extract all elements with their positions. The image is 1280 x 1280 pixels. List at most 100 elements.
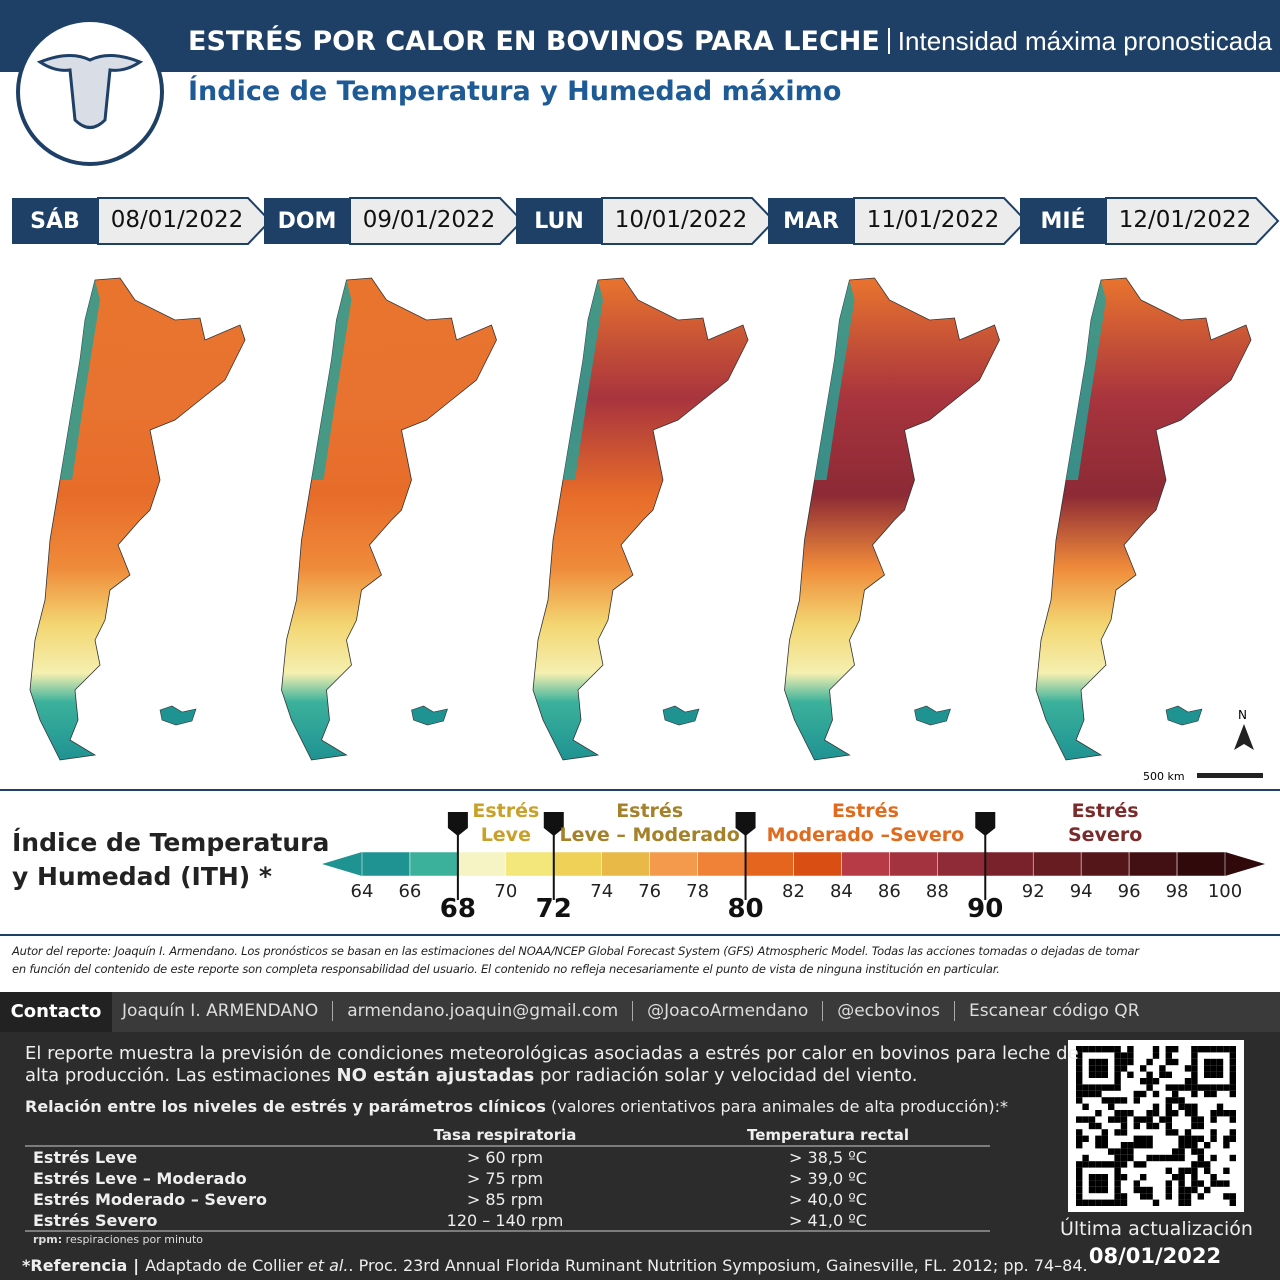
day-label: LUN: [534, 209, 584, 234]
date-label: 08/01/2022: [110, 207, 244, 233]
contact-item: @ecbovinos: [822, 1001, 940, 1021]
scale-bin: [841, 851, 890, 877]
qr-module: [1146, 1078, 1153, 1085]
qr-module: [1095, 1058, 1102, 1066]
qr-module: [1120, 1154, 1128, 1162]
reference-text: et al.: [307, 1256, 349, 1275]
qr-module: [1101, 1046, 1108, 1053]
scale-tick-label: 96: [1117, 881, 1141, 902]
qr-module: [1120, 1122, 1128, 1130]
qr-module: [1127, 1110, 1134, 1117]
qr-module: [1178, 1103, 1185, 1110]
qr-module: [1165, 1046, 1172, 1053]
qr-module: [1178, 1154, 1185, 1162]
scale-tick-label: 92: [1021, 881, 1045, 902]
qr-module: [1204, 1167, 1211, 1174]
qr-module: [1191, 1078, 1198, 1085]
qr-module: [1191, 1090, 1198, 1098]
qr-module: [1076, 1186, 1083, 1194]
qr-module: [1095, 1084, 1102, 1091]
qr-module: [1140, 1174, 1147, 1181]
qr-module: [1223, 1135, 1230, 1142]
qr-module: [1146, 1186, 1153, 1194]
table-cell: 120 – 140 rpm: [446, 1211, 564, 1230]
qr-module: [1114, 1199, 1121, 1206]
qr-module: [1114, 1154, 1121, 1162]
qr-module: [1088, 1180, 1096, 1187]
qr-module: [1101, 1084, 1108, 1091]
qr-module: [1165, 1167, 1172, 1174]
qr-module: [1076, 1174, 1083, 1181]
qr-module: [1088, 1084, 1096, 1091]
qr-module: [1223, 1142, 1230, 1149]
day-label: MAR: [783, 209, 839, 234]
qr-module: [1076, 1058, 1083, 1066]
qr-module: [1172, 1058, 1179, 1066]
qr-module: [1223, 1167, 1230, 1174]
qr-module: [1082, 1161, 1089, 1168]
qr-module: [1191, 1052, 1198, 1059]
map-west-strip: [60, 280, 100, 480]
threshold-marker: [447, 812, 468, 836]
scale-tick-label: 94: [1069, 881, 1093, 902]
table-cell: > 39,0 ºC: [789, 1169, 867, 1188]
qr-module: [1229, 1135, 1236, 1142]
qr-module: [1082, 1135, 1089, 1142]
qr-module: [1140, 1090, 1147, 1098]
qr-module: [1210, 1071, 1217, 1078]
qr-module: [1146, 1116, 1153, 1123]
qr-module: [1178, 1148, 1185, 1155]
note-text: respiraciones por minuto: [62, 1233, 204, 1246]
qr-module: [1095, 1122, 1102, 1130]
qr-module: [1076, 1161, 1083, 1168]
qr-module: [1191, 1116, 1198, 1123]
qr-module: [1146, 1193, 1153, 1200]
qr-module: [1076, 1116, 1083, 1123]
qr-module: [1178, 1199, 1185, 1206]
qr-module: [1095, 1071, 1102, 1078]
date-box: [601, 197, 776, 245]
qr-module: [1076, 1046, 1083, 1053]
level-label: Leve – Moderado: [559, 824, 740, 846]
qr-module: [1204, 1084, 1211, 1091]
disclaimer: Autor del reporte: Joaquín I. Armendano.…: [12, 944, 1139, 958]
qr-module: [1095, 1186, 1102, 1194]
date-label: 09/01/2022: [362, 207, 496, 233]
qr-module: [1095, 1174, 1102, 1181]
qr-module: [1114, 1052, 1121, 1059]
footer-bg: [0, 992, 1280, 1280]
qr-module: [1191, 1148, 1198, 1155]
qr-module: [1229, 1199, 1236, 1206]
qr-module: [1172, 1046, 1179, 1053]
qr-module: [1101, 1161, 1108, 1168]
table-title: Relación entre los niveles de estrés y p…: [25, 1097, 1008, 1116]
contact-line: Joaquín I. ARMENDANO armendano.joaquin@gm…: [122, 1001, 1140, 1021]
qr-module: [1216, 1103, 1224, 1110]
date-label: 10/01/2022: [614, 207, 748, 233]
qr-module: [1146, 1110, 1153, 1117]
qr-module: [1095, 1046, 1102, 1053]
qr-module: [1127, 1046, 1134, 1053]
title-note: Intensidad máxima pronosticada: [897, 26, 1273, 56]
qr-module: [1114, 1193, 1121, 1200]
qr-module: [1159, 1071, 1166, 1078]
scale-bin: [505, 851, 555, 877]
qr-module: [1184, 1193, 1192, 1200]
day-label: DOM: [277, 209, 337, 234]
level-label: Estrés: [472, 800, 540, 822]
qr-module: [1152, 1103, 1160, 1110]
date-box: [853, 197, 1028, 245]
qr-module: [1165, 1116, 1172, 1123]
qr-module: [1095, 1180, 1102, 1187]
qr-module: [1210, 1129, 1217, 1136]
scale-bar-label: 500 km: [1143, 770, 1185, 783]
qr-module: [1101, 1174, 1108, 1181]
qr-module: [1082, 1046, 1089, 1053]
qr-module: [1223, 1046, 1230, 1053]
qr-module: [1127, 1058, 1134, 1066]
day-box: [1020, 198, 1106, 244]
qr-module: [1146, 1058, 1153, 1066]
day-box: [768, 198, 854, 244]
qr-module: [1114, 1129, 1121, 1136]
qr-module: [1165, 1071, 1172, 1078]
